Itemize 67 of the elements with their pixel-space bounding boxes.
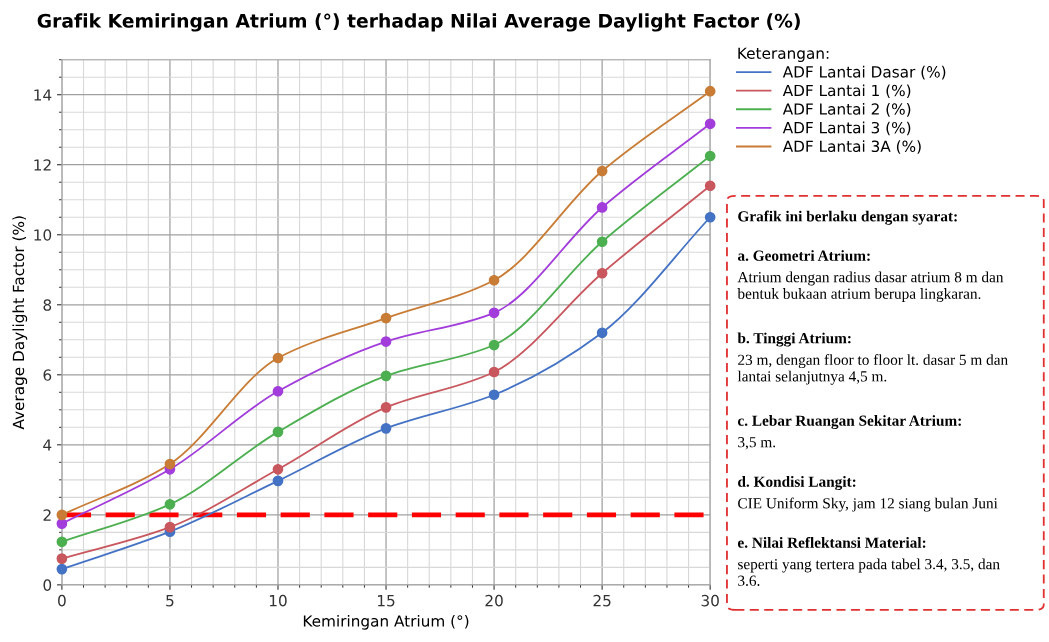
x-axis-title: Kemiringan Atrium (°) — [303, 614, 469, 630]
point — [704, 211, 716, 223]
legend-label: ADF Lantai 1 (%) — [782, 84, 911, 99]
point — [704, 180, 716, 192]
y-tick-label: 6 — [43, 369, 52, 381]
legend-label: ADF Lantai Dasar (%) — [782, 65, 946, 80]
legend-title: Keterangan: — [738, 47, 829, 62]
x-tick-label: 10 — [269, 594, 287, 607]
text: d. Kondisi Langit: — [738, 476, 856, 491]
text: a. Geometri Atrium: — [737, 250, 870, 261]
point — [704, 118, 716, 130]
text: CIE Uniform Sky, jam 12 siang bulan Juni — [738, 497, 998, 512]
point — [488, 274, 500, 286]
text: b. Tinggi Atrium: — [737, 332, 851, 347]
point — [164, 521, 176, 533]
x-tick-label: 5 — [166, 595, 174, 607]
x-tick-label: 25 — [593, 594, 611, 607]
text: 23 m, dengan floor to floor lt. dasar 5 m dan lantai selanjutnya 4,5 m. — [737, 354, 1008, 385]
point — [380, 423, 392, 434]
point — [380, 336, 392, 347]
point — [380, 312, 392, 324]
point — [164, 498, 176, 510]
y-tick-label: 14 — [34, 89, 52, 101]
x-tick-label: 30 — [701, 594, 719, 607]
point — [164, 458, 176, 470]
legend-label: ADF Lantai 2 (%) — [782, 103, 911, 117]
y-axis-title: Average Daylight Factor (%) — [12, 216, 28, 430]
y-tick-label: 10 — [34, 229, 52, 241]
y-tick-label: 8 — [43, 299, 52, 311]
point — [488, 366, 500, 378]
point — [704, 85, 716, 97]
y-tick-label: 0 — [43, 579, 52, 591]
point — [488, 339, 500, 351]
point — [488, 389, 500, 401]
point — [56, 536, 68, 548]
text: c. Lebar Ruangan Sekitar Atrium: — [737, 415, 961, 430]
point — [596, 267, 608, 279]
point — [380, 370, 392, 382]
point — [56, 509, 68, 521]
y-tick-label: 12 — [34, 159, 51, 171]
point — [380, 402, 392, 413]
chart-title: Grafik Kemiringan Atrium (°) terhadap Nilai Average Daylight Factor (%) — [37, 13, 800, 32]
text: e. Nilai Reflektansi Material: — [737, 536, 926, 548]
legend-label: ADF Lantai 3 (%) — [782, 121, 911, 136]
x-tick-label: 0 — [58, 594, 66, 607]
point — [56, 563, 68, 575]
y-tick-label: 2 — [43, 509, 51, 521]
point — [272, 385, 284, 397]
point — [596, 165, 608, 177]
point — [704, 150, 716, 162]
text: Atrium dengan radius dasar atrium 8 m dan bentuk bukaan atrium berupa lingkaran. — [737, 271, 1004, 303]
x-tick-label: 20 — [485, 594, 503, 607]
point — [488, 307, 500, 319]
legend-label: ADF Lantai 3A (%) — [782, 140, 921, 154]
text: seperti yang tertera pada tabel 3.4, 3.5, dan 3.6. — [738, 558, 1000, 586]
point — [272, 475, 284, 487]
point — [272, 463, 284, 475]
point — [56, 553, 68, 564]
point — [272, 426, 284, 438]
point — [272, 352, 284, 364]
y-tick-label: 4 — [43, 439, 52, 451]
point — [596, 202, 608, 213]
point — [596, 236, 608, 248]
text: Grafik ini berlaku dengan syarat: — [738, 210, 957, 225]
text: 3,5 m. — [738, 437, 776, 450]
x-tick-label: 15 — [377, 595, 395, 607]
point — [596, 327, 608, 339]
